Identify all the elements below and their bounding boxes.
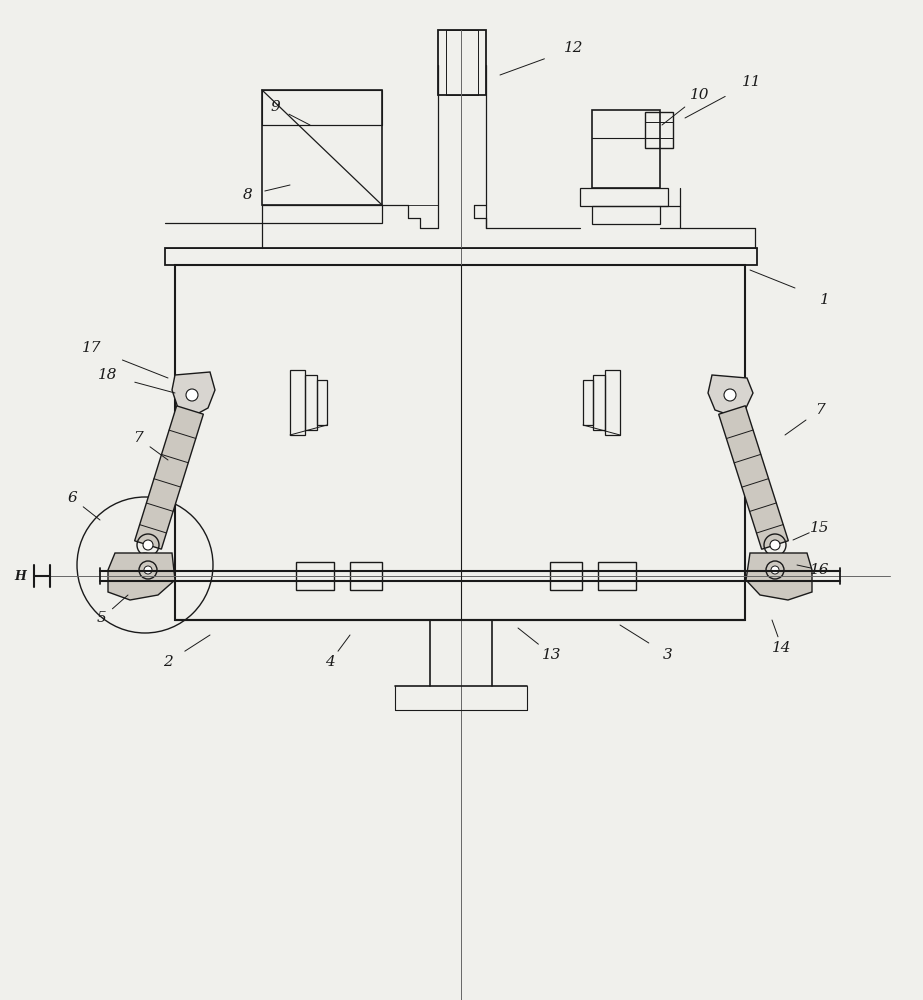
Bar bbox=[580, 188, 668, 206]
Polygon shape bbox=[719, 406, 788, 549]
Circle shape bbox=[771, 566, 779, 574]
Circle shape bbox=[186, 389, 198, 401]
Bar bbox=[598, 562, 636, 590]
Bar bbox=[262, 205, 382, 223]
Bar bbox=[290, 370, 305, 435]
Bar bbox=[605, 370, 620, 435]
Text: H: H bbox=[14, 570, 26, 582]
Text: 7: 7 bbox=[133, 431, 143, 445]
Circle shape bbox=[770, 540, 780, 550]
Bar bbox=[296, 562, 334, 590]
Text: 5: 5 bbox=[97, 611, 107, 625]
Bar bbox=[645, 112, 673, 148]
Text: 11: 11 bbox=[742, 75, 761, 89]
Text: 15: 15 bbox=[810, 521, 830, 535]
Polygon shape bbox=[108, 553, 175, 600]
Bar bbox=[262, 90, 382, 205]
Polygon shape bbox=[135, 406, 203, 549]
Circle shape bbox=[143, 540, 153, 550]
Text: 13: 13 bbox=[542, 648, 562, 662]
Text: 9: 9 bbox=[270, 100, 280, 114]
Bar bbox=[438, 30, 486, 95]
Text: 18: 18 bbox=[98, 368, 118, 382]
Bar bbox=[305, 375, 317, 430]
Bar bbox=[350, 562, 382, 590]
Circle shape bbox=[144, 566, 152, 574]
Bar bbox=[592, 206, 660, 224]
Text: 4: 4 bbox=[325, 655, 335, 669]
Text: 1: 1 bbox=[821, 293, 830, 307]
Bar bbox=[317, 380, 327, 425]
Bar bbox=[446, 30, 478, 95]
Text: 3: 3 bbox=[663, 648, 673, 662]
Text: 2: 2 bbox=[163, 655, 173, 669]
Text: 6: 6 bbox=[67, 491, 77, 505]
Text: 10: 10 bbox=[690, 88, 710, 102]
Bar bbox=[550, 562, 582, 590]
Polygon shape bbox=[708, 375, 753, 416]
Bar bbox=[592, 110, 660, 188]
Bar bbox=[583, 380, 593, 425]
Bar bbox=[175, 265, 745, 620]
Bar bbox=[593, 375, 605, 430]
Bar bbox=[645, 122, 673, 138]
Bar bbox=[165, 248, 757, 265]
Bar bbox=[262, 90, 382, 125]
Text: 12: 12 bbox=[564, 41, 583, 55]
Polygon shape bbox=[746, 553, 812, 600]
Text: 16: 16 bbox=[810, 563, 830, 577]
Circle shape bbox=[724, 389, 736, 401]
Text: 17: 17 bbox=[82, 341, 102, 355]
Text: 8: 8 bbox=[243, 188, 253, 202]
Text: 14: 14 bbox=[773, 641, 792, 655]
Text: 7: 7 bbox=[815, 403, 825, 417]
Polygon shape bbox=[172, 372, 215, 415]
